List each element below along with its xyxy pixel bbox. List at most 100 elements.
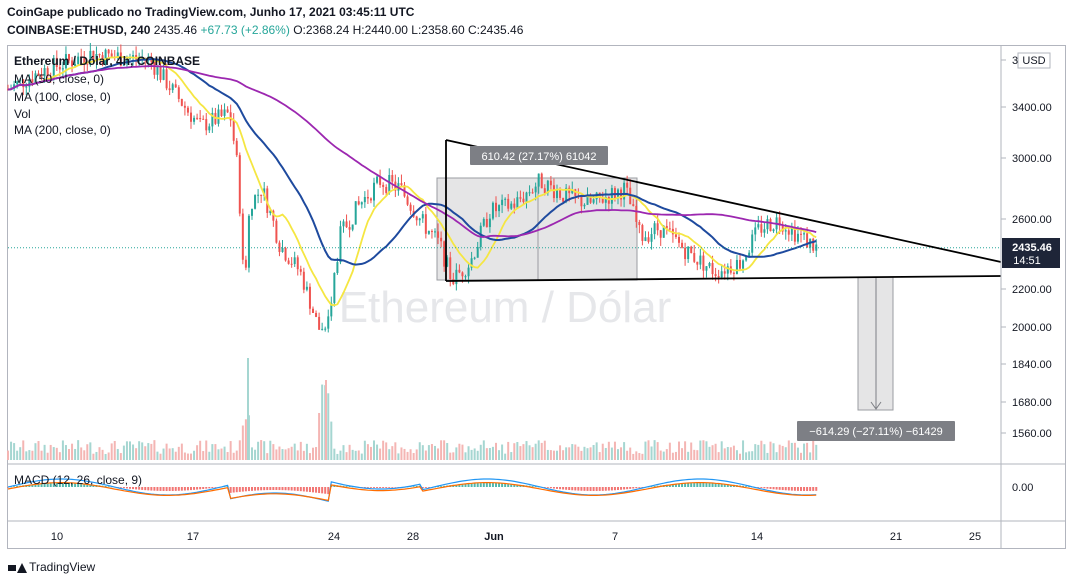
volume-bar xyxy=(568,447,571,460)
volume-bar xyxy=(269,440,272,460)
price-tick-label: 3000.00 xyxy=(1012,153,1052,165)
candle-body xyxy=(681,242,684,248)
candle-body xyxy=(644,237,647,241)
volume-bar xyxy=(232,452,235,460)
candle-body xyxy=(519,197,522,199)
macd-histogram-bar xyxy=(272,487,275,491)
volume-bar xyxy=(43,444,46,460)
macd-histogram-bar xyxy=(214,487,217,488)
volume-bar xyxy=(308,453,311,460)
volume-bar xyxy=(766,452,769,460)
macd-histogram-bar xyxy=(77,483,80,487)
price-axis[interactable]: 3 3400.00 3000.00 2600.00 2200.00 2000.00 1840… xyxy=(1000,46,1052,548)
macd-histogram-bar xyxy=(528,485,531,487)
candle-body xyxy=(641,225,644,241)
legend-vol[interactable]: Vol xyxy=(14,107,31,121)
time-tick-label: 17 xyxy=(187,531,199,543)
volume-bar xyxy=(214,444,217,460)
candle-body xyxy=(186,107,189,113)
volume-bar xyxy=(28,450,31,460)
currency-badge[interactable] xyxy=(1017,52,1051,69)
macd-histogram-bar xyxy=(726,484,729,487)
volume-bar xyxy=(312,447,314,460)
time-axis[interactable]: 10 17 24 28 Jun 7 14 21 25 xyxy=(51,531,981,543)
candle-body xyxy=(247,215,250,268)
tradingview-footer[interactable]: TradingView xyxy=(8,560,95,574)
macd-histogram-bar xyxy=(196,487,199,490)
candle-body xyxy=(604,197,607,203)
macd-histogram-bar xyxy=(369,487,372,488)
volume-bar xyxy=(784,447,787,460)
volume-bar xyxy=(95,451,98,460)
volume-bar xyxy=(211,444,214,460)
candle-body xyxy=(546,180,549,194)
macd-histogram-bar xyxy=(501,483,504,487)
volume-bar xyxy=(781,445,784,460)
candle-body xyxy=(363,197,366,203)
candle-body xyxy=(293,257,296,265)
macd-histogram-bar xyxy=(159,487,162,491)
candle-body xyxy=(22,79,25,88)
volume-bar xyxy=(647,440,650,460)
candle-body xyxy=(455,269,458,285)
candle-body xyxy=(613,188,616,199)
volume-bar xyxy=(748,451,751,460)
macd-histogram-bar xyxy=(729,484,732,487)
volume-bar xyxy=(613,441,616,460)
volume-bar xyxy=(580,450,583,460)
volume-bar xyxy=(598,452,601,460)
candle-body xyxy=(720,271,723,278)
candle-body xyxy=(543,188,546,194)
macd-histogram-bar xyxy=(479,483,482,487)
price-tick-label: 2600.00 xyxy=(1012,214,1052,226)
legend-macd[interactable]: MACD (12, 26, close, 9) xyxy=(14,473,142,487)
macd-histogram-bar xyxy=(363,487,366,488)
volume-bar xyxy=(421,445,424,460)
macd-histogram-bar xyxy=(748,486,751,488)
macd-histogram-bar xyxy=(16,485,19,487)
macd-histogram-bar xyxy=(467,483,470,487)
volume-bar xyxy=(452,452,455,460)
volume-bar xyxy=(19,447,22,460)
volume-bar xyxy=(379,448,382,460)
candle-body xyxy=(190,112,192,122)
legend-ma100[interactable]: MA (100, close, 0) xyxy=(14,90,111,104)
legend-ma50[interactable]: MA (50, close, 0) xyxy=(14,72,104,86)
macd-histogram-bar xyxy=(40,483,43,487)
candle-body xyxy=(110,53,113,57)
legend-ma200[interactable]: MA (200, close, 0) xyxy=(14,123,111,137)
candle-body xyxy=(86,63,89,65)
lower-trendline[interactable] xyxy=(445,275,1002,282)
volume-bar xyxy=(498,450,501,460)
candle-body xyxy=(787,230,790,235)
candle-body xyxy=(586,195,589,205)
candle-body xyxy=(336,262,339,274)
volume-bar xyxy=(129,441,131,460)
macd-histogram-bar xyxy=(119,487,122,488)
macd-histogram-bar xyxy=(199,487,202,490)
volume-bar xyxy=(110,443,113,460)
volume-bar xyxy=(607,441,610,460)
volume-bar xyxy=(244,419,247,460)
macd-histogram-bar xyxy=(714,483,717,487)
symbol-name[interactable]: COINBASE:ETHUSD, 240 xyxy=(7,23,151,37)
candle-body xyxy=(19,79,22,82)
macd-histogram-bar xyxy=(476,483,479,487)
volume-bar xyxy=(177,446,180,460)
volume-bar xyxy=(571,444,574,460)
candle-body xyxy=(668,228,671,230)
candle-body xyxy=(476,246,479,258)
volume-bar xyxy=(638,453,641,460)
volume-bar xyxy=(601,443,604,460)
volume-bar xyxy=(330,421,333,460)
volume-bar xyxy=(202,451,205,460)
macd-histogram-bar xyxy=(89,484,92,487)
macd-histogram-bar xyxy=(296,487,299,491)
volume-bar xyxy=(257,441,260,460)
macd-histogram-bar xyxy=(705,483,708,487)
candle-body xyxy=(296,257,299,270)
candle-body xyxy=(28,79,31,87)
candle-body xyxy=(348,227,351,230)
candle-body xyxy=(790,227,793,235)
